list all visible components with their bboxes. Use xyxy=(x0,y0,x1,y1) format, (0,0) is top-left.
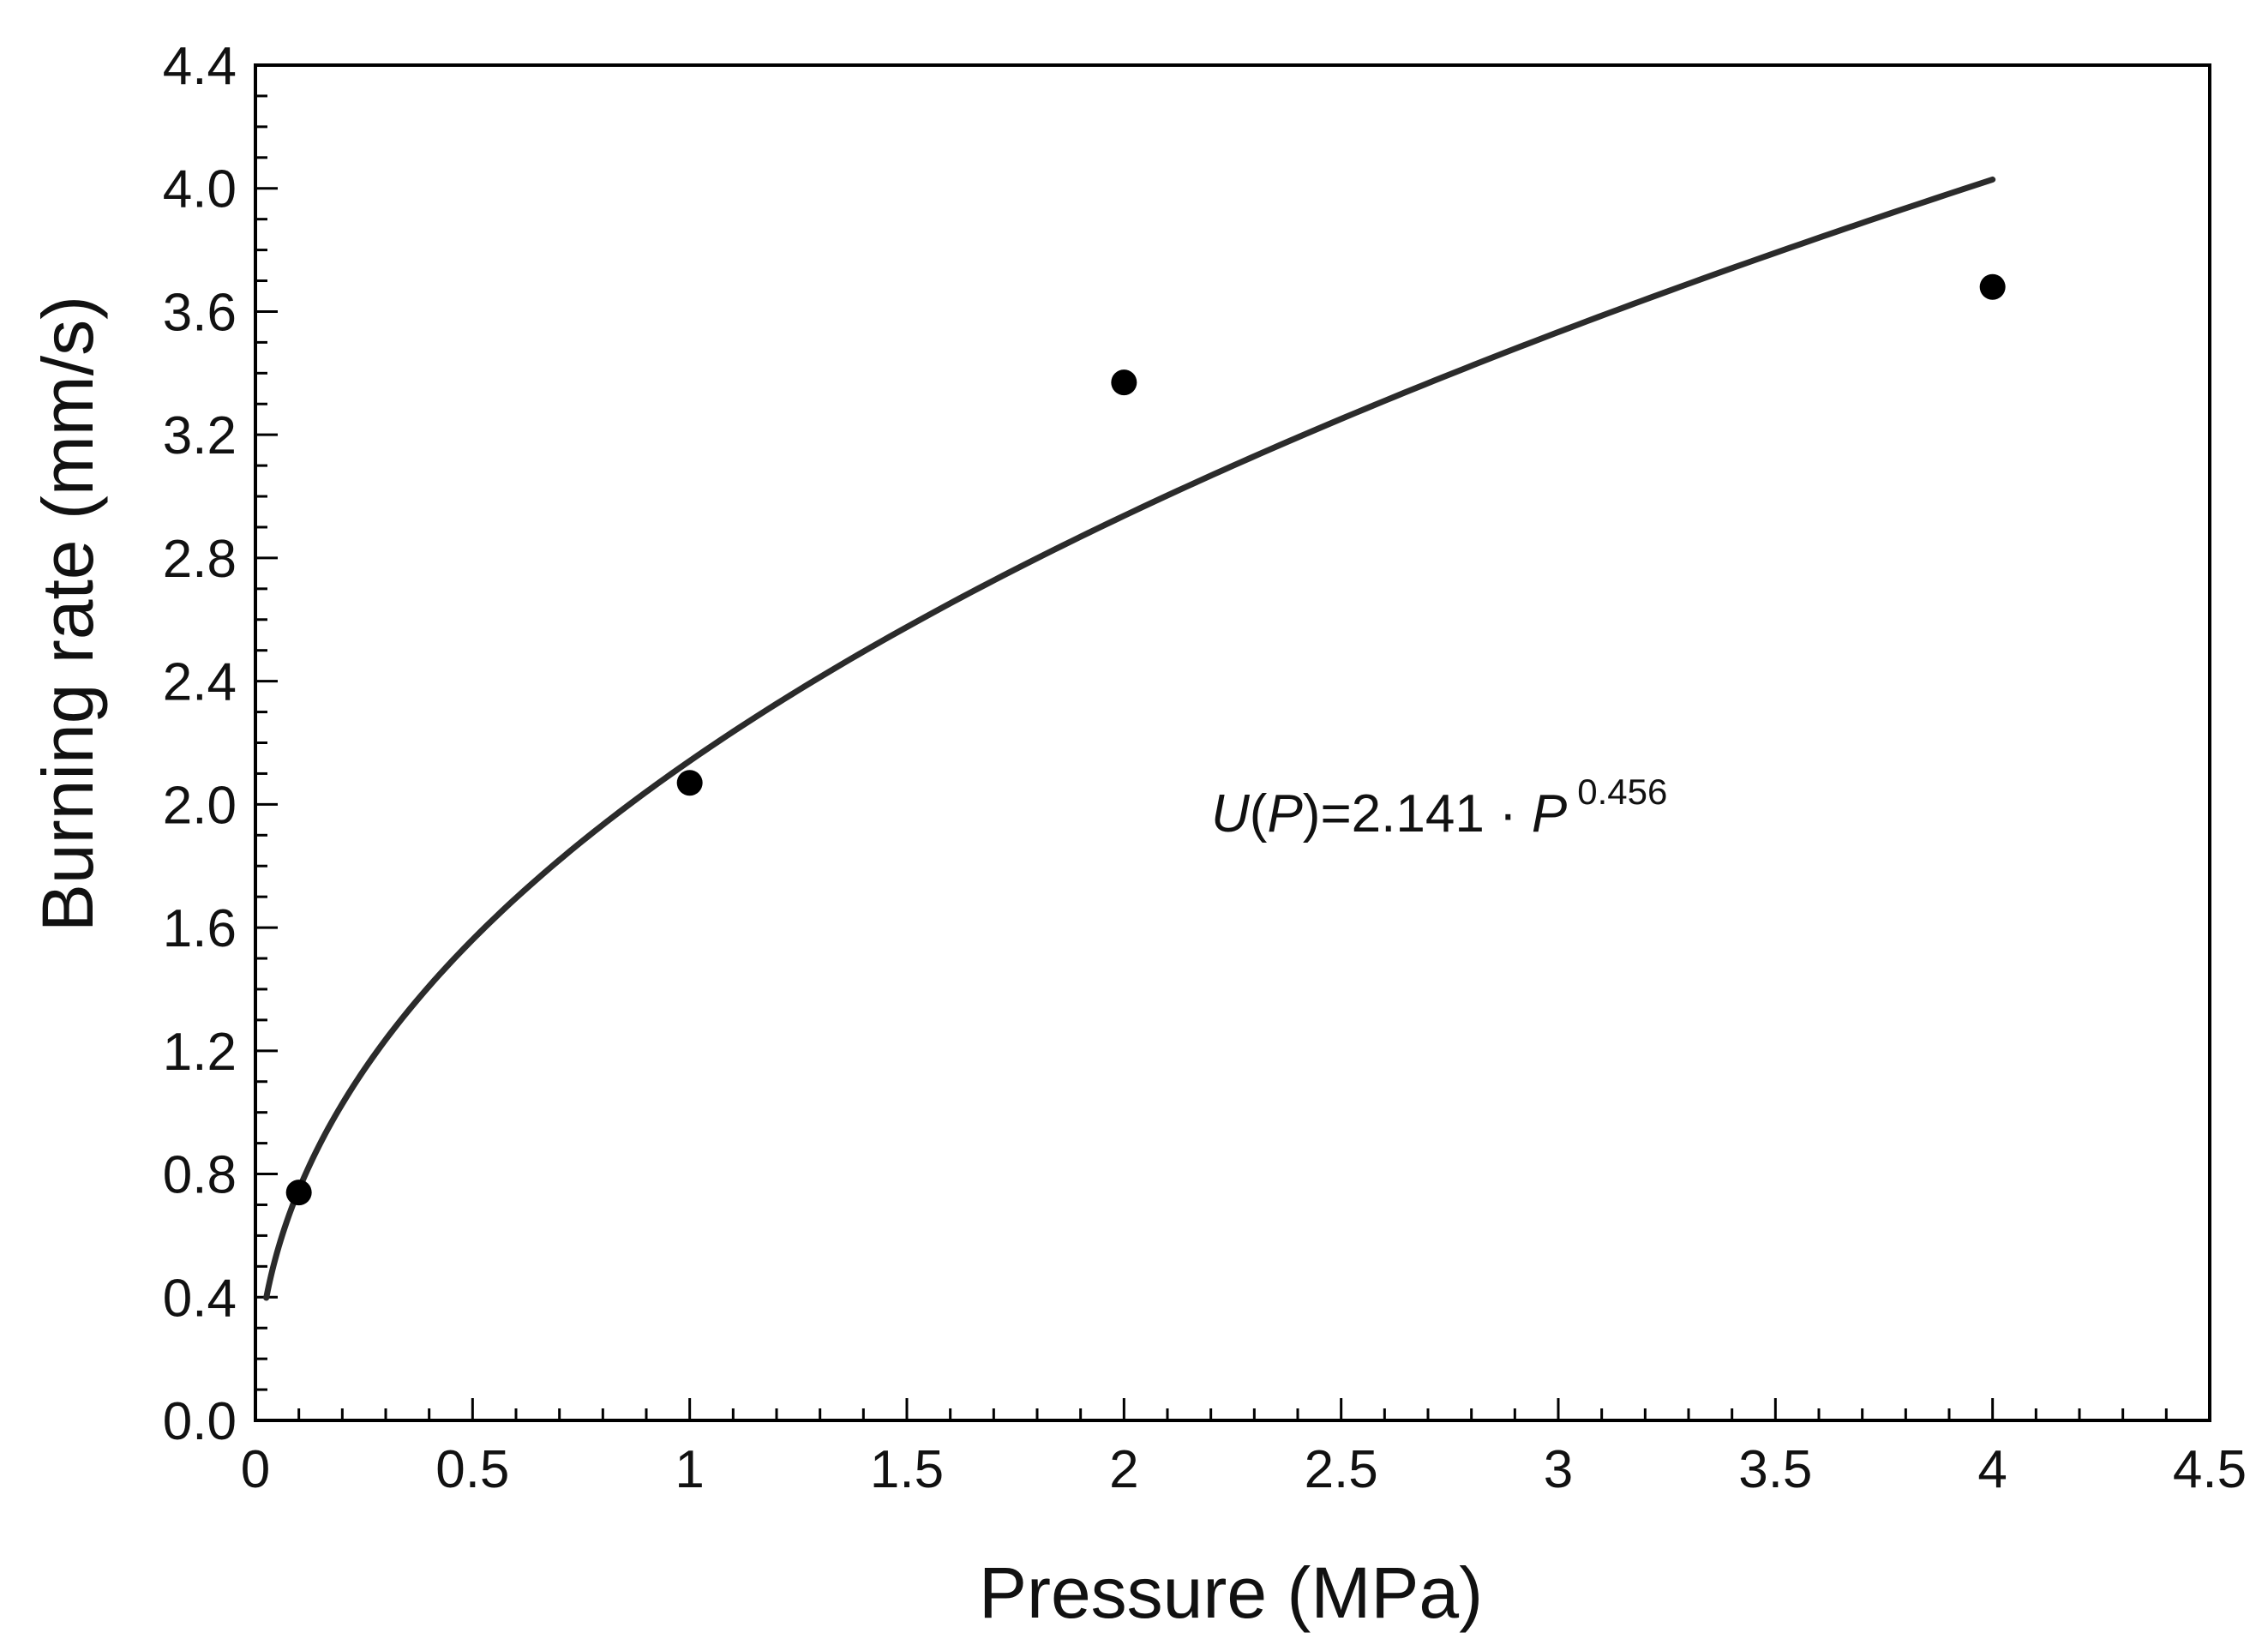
y-tick-label: 4.0 xyxy=(163,160,237,219)
x-tick-label: 4 xyxy=(1977,1440,2007,1499)
y-tick-label: 2.0 xyxy=(163,776,237,835)
y-tick-label: 0.8 xyxy=(163,1146,237,1205)
y-tick-label: 1.6 xyxy=(163,899,237,958)
x-tick-label: 3 xyxy=(1544,1440,1573,1499)
x-tick-label: 1 xyxy=(675,1440,704,1499)
y-tick-label: 3.6 xyxy=(163,283,237,342)
plot-frame xyxy=(254,63,2211,1422)
x-axis-title: Pressure (MPa) xyxy=(979,1552,1483,1633)
x-tick-label: 2.5 xyxy=(1305,1440,1378,1499)
data-point xyxy=(285,1180,312,1206)
y-axis-title: Burning rate (mm/s) xyxy=(27,296,108,932)
fit-equation-exponent: 0.456 xyxy=(1577,771,1667,812)
axis-ticks xyxy=(254,63,2211,1422)
data-point xyxy=(676,770,703,796)
fit-equation-p-base: P xyxy=(1532,784,1567,844)
x-tick-label: 3.5 xyxy=(1738,1440,1812,1499)
data-points xyxy=(285,273,2006,1206)
x-tick-label: 1.5 xyxy=(870,1440,944,1499)
x-tick-label: 0.5 xyxy=(435,1440,509,1499)
y-tick-label: 0.0 xyxy=(163,1392,237,1451)
data-point xyxy=(1111,369,1137,396)
fit-equation-open-paren: ( xyxy=(1250,784,1268,844)
x-tick-label: 0 xyxy=(241,1440,270,1499)
data-point xyxy=(1979,273,2006,300)
fit-equation-p: P xyxy=(1267,784,1302,844)
fit-equation: U(P)=2.141 · P 0.456 xyxy=(1211,771,1667,844)
y-tick-label: 3.2 xyxy=(163,406,237,465)
y-tick-label: 0.4 xyxy=(163,1269,237,1328)
fit-equation-coefficient: )=2.141 · xyxy=(1303,784,1532,844)
x-tick-label: 2 xyxy=(1109,1440,1138,1499)
y-tick-label: 1.2 xyxy=(163,1023,237,1082)
y-tick-label: 2.4 xyxy=(163,653,237,712)
fit-curve xyxy=(263,176,1996,1301)
fit-equation-u: U xyxy=(1211,784,1251,844)
y-tick-label: 4.4 xyxy=(163,37,237,96)
x-tick-label: 4.5 xyxy=(2173,1440,2247,1499)
y-tick-label: 2.8 xyxy=(163,530,237,589)
tick-labels: 0 0.5 1 1.5 2 2.5 3 3.5 4 4.5 0.0 0.4 0.8 1.2 1.6 2.0 2.… xyxy=(163,37,2247,1499)
